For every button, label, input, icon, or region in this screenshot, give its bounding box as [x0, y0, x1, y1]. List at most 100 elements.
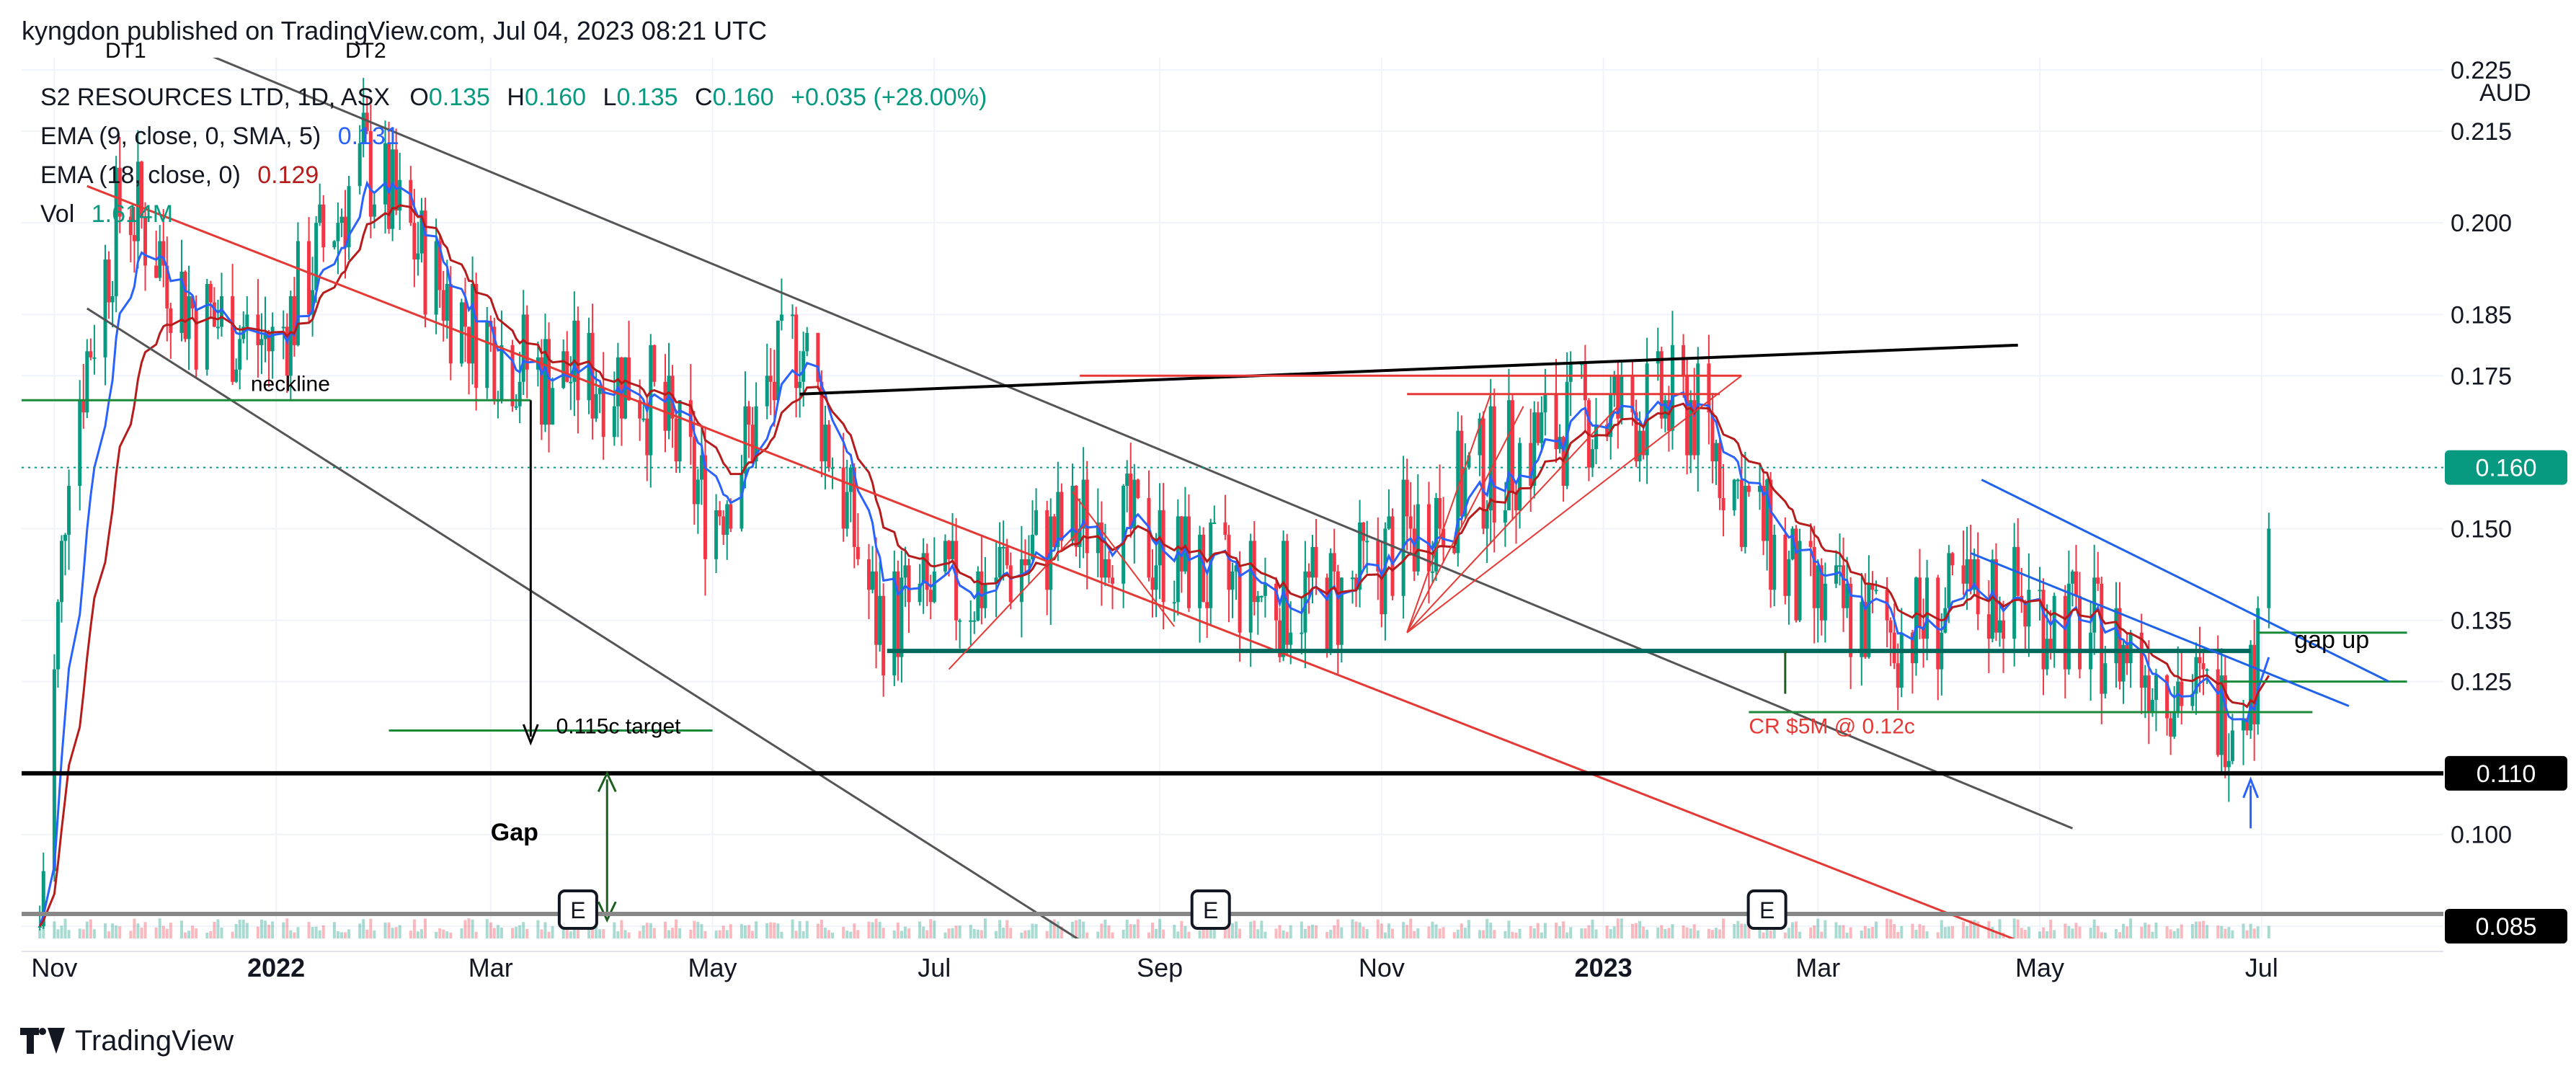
time-tick-label: Sep — [1137, 953, 1183, 982]
tradingview-logo-icon — [20, 1028, 65, 1054]
candle-body — [183, 272, 187, 339]
legend-ema9: EMA (9, close, 0, SMA, 5) 0.131 — [40, 117, 987, 156]
volume-bar — [471, 919, 474, 938]
volume-bar — [1769, 931, 1772, 938]
volume-bar — [1493, 930, 1496, 938]
volume-bar — [1765, 925, 1769, 938]
price-marker-label: 0.085 — [2475, 913, 2536, 941]
volume-bar — [1147, 932, 1150, 938]
volume-bar — [314, 926, 318, 938]
candle-body — [1212, 522, 1217, 524]
candle-body — [398, 179, 402, 211]
candle-body — [1594, 425, 1599, 450]
volume-bar — [1365, 929, 1369, 938]
volume-bar — [816, 923, 820, 938]
volume-bar — [747, 925, 751, 938]
price-tick-label: 0.135 — [2451, 608, 2512, 635]
volume-bar — [1747, 923, 1751, 938]
candle-body — [238, 339, 242, 370]
volume-bar — [827, 930, 830, 938]
candle-body — [740, 474, 744, 529]
volume-bar — [38, 929, 42, 938]
candle-body — [1325, 577, 1329, 652]
candle-body — [2245, 718, 2249, 731]
volume-bar — [282, 922, 285, 938]
candle-body — [1543, 394, 1547, 413]
volume-bar — [1103, 919, 1107, 938]
candle-body — [1438, 498, 1442, 529]
candle-body — [1434, 498, 1439, 572]
ema18-label[interactable]: EMA (18, close, 0) — [40, 161, 241, 189]
candle-body — [1111, 577, 1115, 584]
volume-bar — [1518, 928, 1522, 938]
volume-bar — [1722, 918, 1726, 938]
volume-bar — [2074, 923, 2078, 938]
volume-bar — [2049, 920, 2053, 938]
candle-body — [1350, 577, 1354, 580]
candle-body — [2103, 663, 2108, 694]
candle-body — [143, 216, 148, 266]
candle-body — [820, 381, 824, 462]
volume-bar — [2096, 925, 2100, 938]
candle-body — [565, 351, 569, 382]
volume-bar — [881, 928, 885, 938]
symbol-name[interactable]: S2 RESOURCES LTD, 1D, ASX — [40, 84, 390, 111]
candle-body — [1888, 620, 1893, 633]
volume-bar — [1100, 923, 1103, 938]
candle-body — [1005, 546, 1009, 566]
volume-bar — [1809, 927, 1813, 938]
volume-bar — [1692, 924, 1696, 938]
volume-bar — [1362, 926, 1365, 938]
candle-body — [165, 265, 169, 308]
volume-bar — [1794, 921, 1798, 938]
candle-body — [1798, 541, 1802, 621]
candle-body — [1106, 559, 1111, 578]
candle-body — [78, 400, 82, 487]
candle-body — [1634, 412, 1638, 462]
volume-bar — [1638, 920, 1642, 938]
candle-body — [594, 394, 598, 419]
candle-body — [343, 216, 347, 248]
annotations: DT1 DT2 neckline 0.115c target Gap CR $5M @ 0… — [105, 39, 2369, 930]
volume-bar — [81, 929, 85, 938]
volume-bar — [1943, 927, 1947, 938]
candle-body — [1183, 516, 1187, 572]
volume-bar — [347, 929, 351, 938]
candle-body — [1743, 486, 1747, 547]
volume-bar — [293, 932, 296, 938]
volume-bar — [667, 930, 671, 938]
candle-body — [1867, 583, 1871, 657]
volume-bar — [1609, 929, 1612, 938]
price-tick-label: 0.225 — [2451, 57, 2512, 84]
volume-bar — [896, 922, 900, 938]
vol-label[interactable]: Vol — [40, 200, 75, 228]
volume-bar — [256, 926, 259, 938]
volume-bar — [2147, 924, 2151, 938]
volume-bar — [740, 923, 743, 938]
candle-body — [85, 351, 89, 413]
candle-body — [1023, 559, 1027, 566]
ema9-label[interactable]: EMA (9, close, 0, SMA, 5) — [40, 123, 321, 150]
volume-bar — [853, 923, 856, 938]
candle-body — [2052, 595, 2056, 652]
candle-body — [361, 112, 365, 143]
channel-lower-line — [86, 307, 1080, 938]
currency-label: AUD — [2479, 79, 2531, 107]
volume-bar — [412, 919, 416, 938]
volume-bar — [489, 922, 492, 938]
volume-bar — [1256, 929, 1260, 938]
volume-bar — [499, 927, 503, 938]
candle-body — [1230, 571, 1235, 590]
volume-bar — [2224, 928, 2227, 938]
volume-bar — [1387, 923, 1390, 938]
candle-body — [1074, 486, 1078, 547]
candle-body — [1248, 541, 1253, 633]
candle-body — [288, 296, 293, 376]
volume-bar — [845, 931, 849, 938]
volume-bar — [1333, 925, 1336, 938]
tradingview-logo[interactable]: TradingView — [20, 1022, 234, 1060]
volume-bar — [1587, 925, 1591, 938]
volume-bar — [1664, 928, 1667, 938]
volume-bar — [1485, 918, 1489, 938]
